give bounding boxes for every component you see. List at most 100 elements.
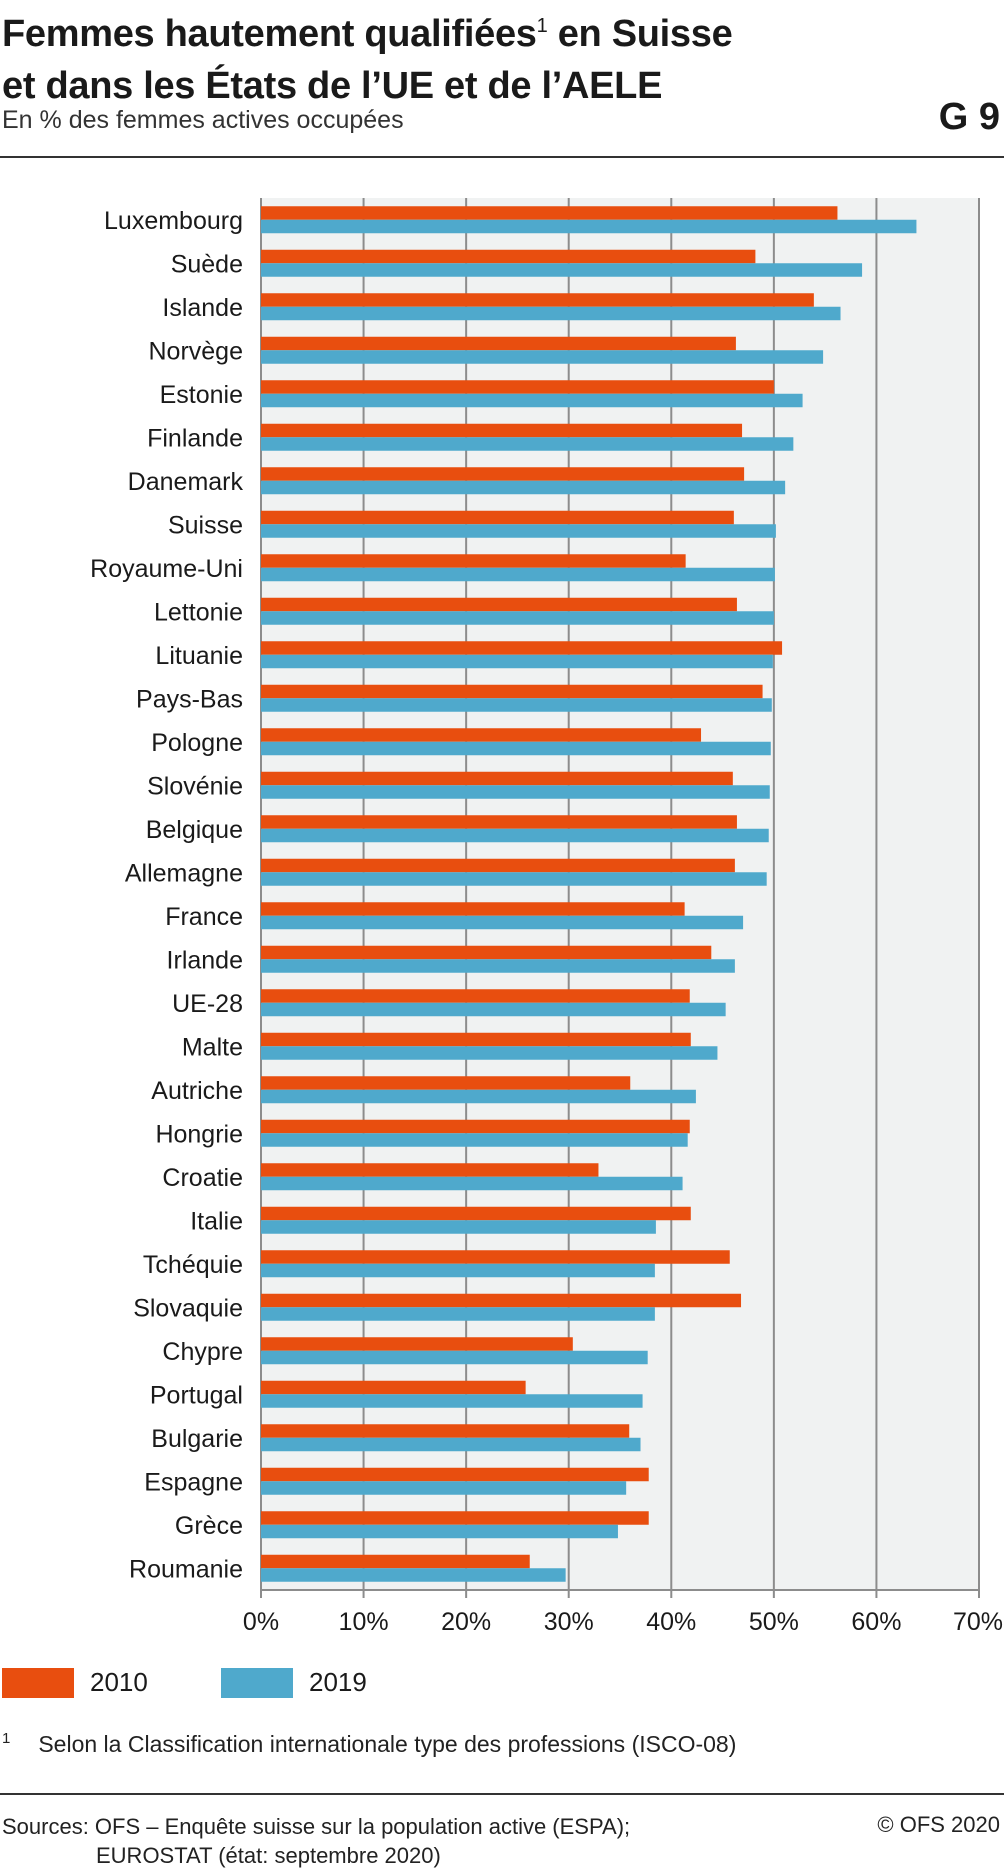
bar-2019-18 xyxy=(261,1002,726,1017)
x-tick-label: 30% xyxy=(544,1608,594,1636)
category-label: Pologne xyxy=(151,729,243,757)
header-rule xyxy=(0,156,1004,158)
footnote: 1 Selon la Classification internationale … xyxy=(2,1730,736,1758)
bar-2019-25 xyxy=(261,1307,655,1321)
footnote-mark: 1 xyxy=(2,1730,11,1747)
bar-2010-16 xyxy=(261,902,685,916)
category-label: Pays-Bas xyxy=(136,685,243,713)
x-tick-label: 0% xyxy=(243,1608,279,1636)
category-label: UE-28 xyxy=(172,990,243,1018)
category-label: Finlande xyxy=(147,424,243,452)
legend-label-2010: 2010 xyxy=(90,1667,148,1697)
category-label: Danemark xyxy=(128,468,244,496)
category-label: Belgique xyxy=(146,816,243,844)
x-tick-label: 10% xyxy=(339,1608,389,1636)
bar-2010-6 xyxy=(261,467,745,481)
category-label: Chypre xyxy=(162,1338,243,1366)
bar-2019-5 xyxy=(261,437,794,451)
bar-2010-5 xyxy=(261,423,743,438)
bar-2010-14 xyxy=(261,815,737,829)
category-label: Bulgarie xyxy=(151,1425,243,1453)
bar-2010-31 xyxy=(261,1554,530,1569)
legend-swatch-2019 xyxy=(221,1667,293,1698)
bar-2019-7 xyxy=(261,524,776,538)
bar-2019-9 xyxy=(261,611,774,625)
x-tick-label: 50% xyxy=(749,1608,799,1636)
bar-2019-15 xyxy=(261,872,767,886)
bar-2019-10 xyxy=(261,654,773,669)
category-label: Luxembourg xyxy=(104,207,243,235)
footnote-text: Selon la Classification internationale t… xyxy=(38,1731,737,1757)
bar-2010-3 xyxy=(261,336,736,351)
bar-2019-22 xyxy=(261,1176,683,1191)
bar-2019-20 xyxy=(261,1089,696,1104)
bar-2019-30 xyxy=(261,1524,618,1539)
bar-2019-26 xyxy=(261,1350,648,1365)
category-label: Irlande xyxy=(167,946,243,974)
category-label: Roumanie xyxy=(129,1555,243,1583)
bar-2010-17 xyxy=(261,945,712,960)
bar-2010-12 xyxy=(261,728,702,742)
bar-2019-16 xyxy=(261,915,744,930)
category-label: Croatie xyxy=(162,1164,243,1192)
bar-2010-27 xyxy=(261,1380,526,1395)
bar-2010-1 xyxy=(261,249,756,264)
bar-2019-23 xyxy=(261,1220,656,1234)
bar-2010-29 xyxy=(261,1467,649,1482)
title-line1-end: en Suisse xyxy=(547,13,733,55)
x-tick-label: 20% xyxy=(441,1608,491,1636)
category-label: Tchéquie xyxy=(143,1251,243,1279)
bar-2010-7 xyxy=(261,510,734,525)
footer-rule xyxy=(0,1793,1004,1795)
bar-2019-11 xyxy=(261,698,772,712)
bar-2019-21 xyxy=(261,1133,688,1147)
category-label: Allemagne xyxy=(125,859,243,887)
category-label: France xyxy=(165,903,243,931)
bar-2019-1 xyxy=(261,263,863,277)
bar-2010-28 xyxy=(261,1424,630,1438)
category-label: Malte xyxy=(182,1033,243,1061)
chart-code: G 9 xyxy=(938,96,1000,138)
legend-item-2019: 2019 xyxy=(221,1667,367,1698)
category-label: Royaume-Uni xyxy=(90,555,243,583)
category-label: Lettonie xyxy=(154,598,243,626)
x-tick-label: 70% xyxy=(953,1608,1003,1636)
bar-2010-18 xyxy=(261,989,690,1003)
bar-2019-31 xyxy=(261,1568,566,1582)
bar-2010-23 xyxy=(261,1206,691,1221)
bar-2019-4 xyxy=(261,393,803,408)
bar-2010-26 xyxy=(261,1337,573,1351)
bar-2019-12 xyxy=(261,741,771,756)
bar-2019-0 xyxy=(261,219,917,234)
bar-2010-24 xyxy=(261,1250,730,1264)
bar-2019-28 xyxy=(261,1437,641,1452)
category-label: Estonie xyxy=(160,381,243,409)
bar-2010-13 xyxy=(261,771,733,786)
category-label: Suisse xyxy=(168,511,243,539)
bar-2010-25 xyxy=(261,1293,742,1308)
bar-2019-19 xyxy=(261,1046,718,1060)
bar-2019-27 xyxy=(261,1394,643,1408)
title-line2: et dans les États de l’UE et de l’AELE xyxy=(2,65,663,107)
category-label: Suède xyxy=(171,250,243,278)
bar-2010-19 xyxy=(261,1032,691,1047)
chart-title: Femmes hautement qualifiées1 en Suisse et… xyxy=(2,0,882,112)
category-label: Islande xyxy=(162,294,243,322)
category-labels: Luxembourg Suède Islande Norvège Estonie Finl… xyxy=(90,207,243,1584)
legend-swatch-2010 xyxy=(2,1667,74,1698)
x-tick-label: 40% xyxy=(646,1608,696,1636)
category-label: Espagne xyxy=(144,1468,243,1496)
bar-2010-30 xyxy=(261,1511,649,1525)
bar-2010-15 xyxy=(261,858,735,873)
category-label: Hongrie xyxy=(155,1120,243,1148)
category-label: Norvège xyxy=(149,337,244,365)
bar-2010-9 xyxy=(261,597,737,612)
sources-line1: Sources: OFS – Enquête suisse sur la pop… xyxy=(2,1814,631,1839)
category-label: Lituanie xyxy=(155,642,243,670)
x-tick-label: 60% xyxy=(851,1608,901,1636)
title-line1: Femmes hautement qualifiées xyxy=(2,13,537,55)
copyright: © OFS 2020 xyxy=(877,1812,1000,1837)
category-label: Portugal xyxy=(150,1381,243,1409)
bar-2010-21 xyxy=(261,1119,690,1134)
bar-2019-3 xyxy=(261,350,824,364)
